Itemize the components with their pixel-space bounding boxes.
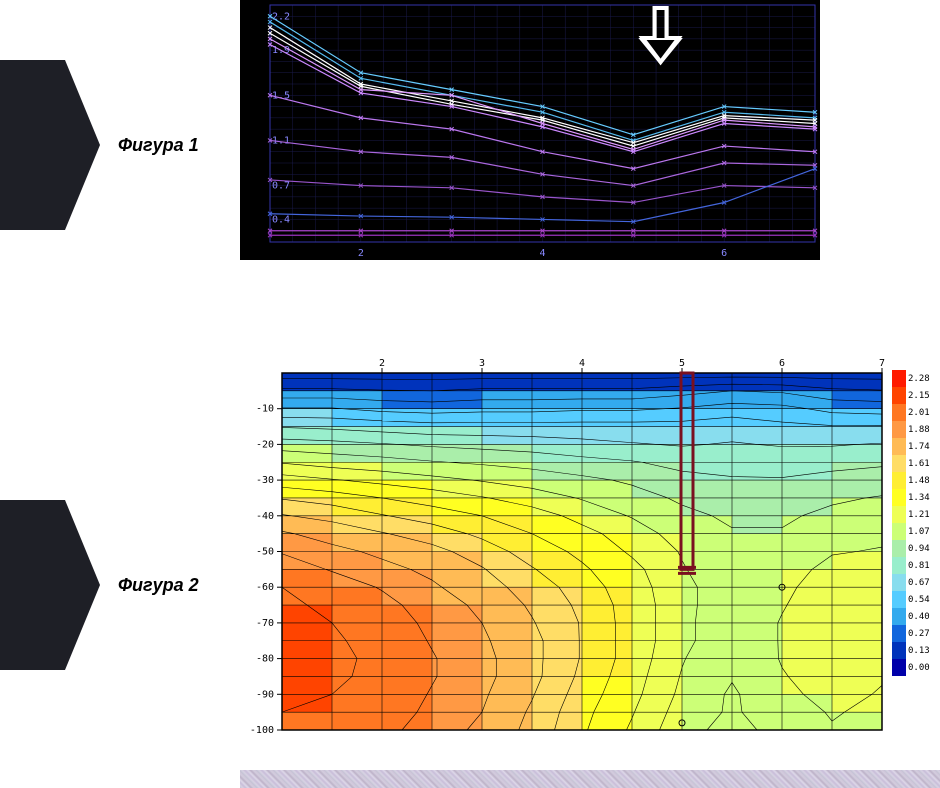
legend-row: 0.00 xyxy=(892,659,940,676)
legend-swatch xyxy=(892,659,906,676)
legend-value: 0.67 xyxy=(908,578,930,588)
legend-value: 0.00 xyxy=(908,663,930,673)
legend-value: 1.34 xyxy=(908,493,930,503)
svg-text:-10: -10 xyxy=(256,404,274,415)
legend-row: 0.40 xyxy=(892,608,940,625)
legend-row: 0.13 xyxy=(892,642,940,659)
heatmap-chart: 2 3 4 5 6 7 -10 -20 -30 -40 -50 -60 -70 -80 -90 -100 2.… xyxy=(240,355,940,735)
pentagon-marker xyxy=(0,60,100,230)
legend-value: 0.40 xyxy=(908,612,930,622)
noise-strip xyxy=(240,770,940,788)
legend-swatch xyxy=(892,489,906,506)
legend-swatch xyxy=(892,557,906,574)
legend-swatch xyxy=(892,370,906,387)
legend-value: 0.27 xyxy=(908,629,930,639)
legend-swatch xyxy=(892,523,906,540)
legend-swatch xyxy=(892,387,906,404)
legend-value: 1.88 xyxy=(908,425,930,435)
legend-swatch xyxy=(892,455,906,472)
figure-2-label-block: Фигура 2 xyxy=(0,500,199,670)
svg-text:0.7: 0.7 xyxy=(272,181,290,192)
figure-1-label-block: Фигура 1 xyxy=(0,60,199,230)
legend-swatch xyxy=(892,625,906,642)
pentagon-marker xyxy=(0,500,100,670)
svg-text:2: 2 xyxy=(379,358,385,369)
legend-swatch xyxy=(892,642,906,659)
legend-swatch xyxy=(892,438,906,455)
svg-text:-90: -90 xyxy=(256,689,274,700)
svg-text:7: 7 xyxy=(879,358,885,369)
legend-row: 1.07 xyxy=(892,523,940,540)
legend-swatch xyxy=(892,574,906,591)
svg-text:2: 2 xyxy=(358,248,364,259)
line-chart: 0.40.71.11.51.92.2246 xyxy=(240,0,820,260)
legend-swatch xyxy=(892,421,906,438)
legend-value: 0.94 xyxy=(908,544,930,554)
svg-text:-50: -50 xyxy=(256,547,274,558)
svg-text:-70: -70 xyxy=(256,618,274,629)
legend-row: 0.94 xyxy=(892,540,940,557)
legend-value: 1.74 xyxy=(908,442,930,452)
legend-swatch xyxy=(892,472,906,489)
legend-row: 1.61 xyxy=(892,455,940,472)
legend-value: 1.07 xyxy=(908,527,930,537)
svg-text:-80: -80 xyxy=(256,654,274,665)
legend-row: 0.67 xyxy=(892,574,940,591)
legend-value: 2.28 xyxy=(908,374,930,384)
svg-text:6: 6 xyxy=(721,248,727,259)
legend-swatch xyxy=(892,540,906,557)
svg-text:4: 4 xyxy=(540,248,546,259)
svg-text:0.4: 0.4 xyxy=(272,214,290,225)
svg-text:3: 3 xyxy=(479,358,485,369)
legend-swatch xyxy=(892,591,906,608)
legend-row: 2.01 xyxy=(892,404,940,421)
svg-text:-60: -60 xyxy=(256,582,274,593)
legend-value: 1.48 xyxy=(908,476,930,486)
figure-2-label: Фигура 2 xyxy=(118,575,199,596)
legend-row: 1.74 xyxy=(892,438,940,455)
legend-value: 0.54 xyxy=(908,595,930,605)
legend-value: 1.61 xyxy=(908,459,930,469)
legend-row: 2.28 xyxy=(892,370,940,387)
legend-value: 2.01 xyxy=(908,408,930,418)
legend-row: 2.15 xyxy=(892,387,940,404)
legend-value: 1.21 xyxy=(908,510,930,520)
legend-row: 1.88 xyxy=(892,421,940,438)
svg-text:-100: -100 xyxy=(250,725,274,735)
heatmap-svg: 2 3 4 5 6 7 -10 -20 -30 -40 -50 -60 -70 -80 -90 -100 xyxy=(240,355,890,735)
svg-text:2.2: 2.2 xyxy=(272,11,290,22)
color-legend: 2.28 2.15 2.01 1.88 1.74 1.61 1.48 1.34 1.21 1.07… xyxy=(892,370,940,676)
figure-1-label: Фигура 1 xyxy=(118,135,199,156)
legend-swatch xyxy=(892,506,906,523)
legend-row: 1.21 xyxy=(892,506,940,523)
legend-value: 0.81 xyxy=(908,561,930,571)
legend-row: 1.48 xyxy=(892,472,940,489)
legend-row: 0.27 xyxy=(892,625,940,642)
svg-text:-20: -20 xyxy=(256,439,274,450)
legend-row: 0.54 xyxy=(892,591,940,608)
legend-swatch xyxy=(892,404,906,421)
legend-row: 1.34 xyxy=(892,489,940,506)
line-chart-svg: 0.40.71.11.51.92.2246 xyxy=(240,0,820,260)
legend-swatch xyxy=(892,608,906,625)
svg-text:6: 6 xyxy=(779,358,785,369)
legend-value: 2.15 xyxy=(908,391,930,401)
legend-value: 0.13 xyxy=(908,646,930,656)
svg-text:4: 4 xyxy=(579,358,585,369)
svg-text:-30: -30 xyxy=(256,475,274,486)
svg-text:5: 5 xyxy=(679,358,685,369)
svg-text:-40: -40 xyxy=(256,511,274,522)
legend-row: 0.81 xyxy=(892,557,940,574)
